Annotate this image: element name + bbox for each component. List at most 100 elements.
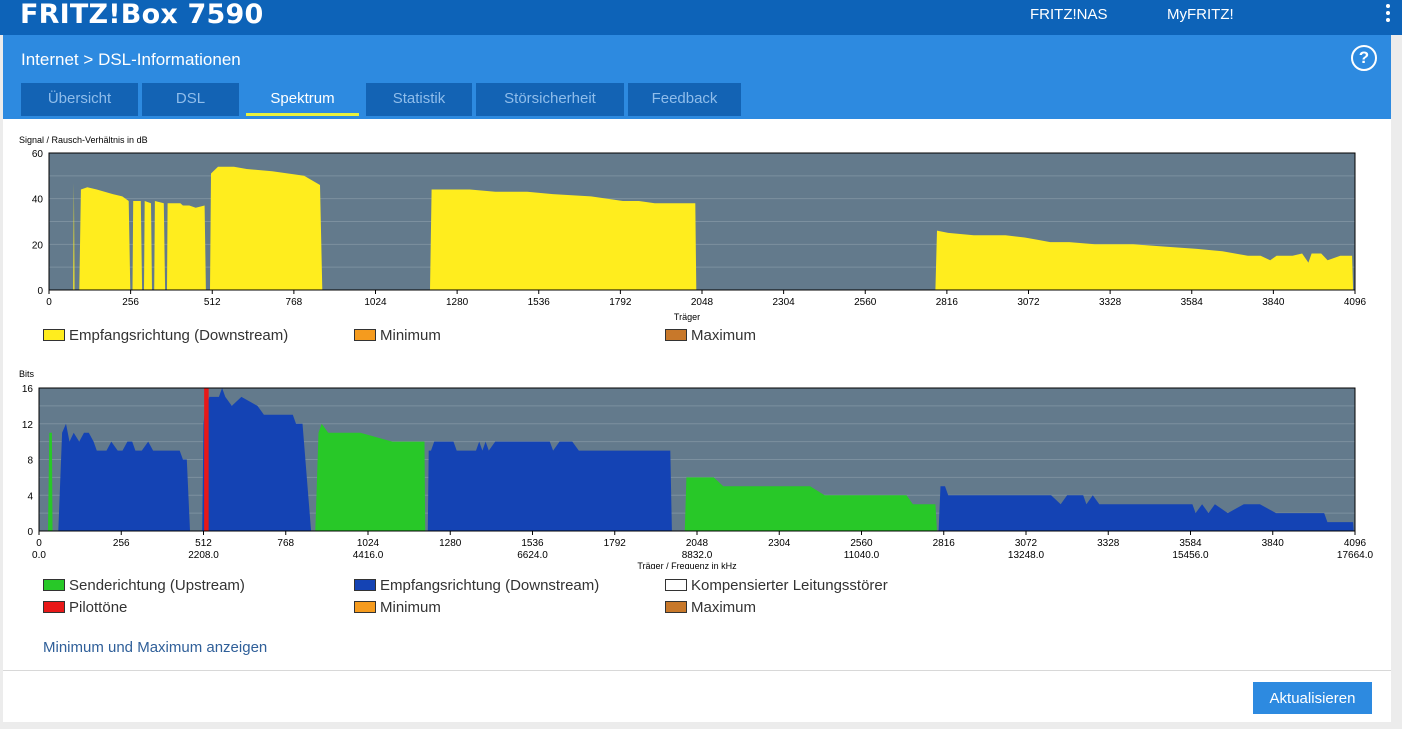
snr-legend-label: Empfangsrichtung (Downstream) bbox=[69, 327, 289, 344]
snr-xtick-label: 512 bbox=[204, 297, 221, 308]
snr-ytick-label: 40 bbox=[32, 195, 44, 206]
bits-legend-label: Kompensierter Leitungsstörer bbox=[691, 577, 888, 594]
snr-xtick-label: 3328 bbox=[1099, 297, 1122, 308]
snr-legend-swatch bbox=[43, 329, 65, 341]
snr-xtick-label: 1024 bbox=[364, 297, 387, 308]
fritznas-link[interactable]: FRITZ!NAS bbox=[1030, 6, 1108, 23]
bits-xtick-label: 3328 bbox=[1097, 538, 1120, 549]
bits-legend-item: Minimum bbox=[354, 599, 441, 617]
bits-series-0-area bbox=[684, 477, 937, 531]
snr-legend-label: Minimum bbox=[380, 327, 441, 344]
bits-pilot-bar bbox=[204, 388, 209, 531]
breadcrumb-page: DSL-Informationen bbox=[98, 50, 241, 69]
snr-series-0-area bbox=[73, 166, 1354, 290]
bits-ytick-label: 12 bbox=[22, 420, 34, 431]
bits-legend-label: Maximum bbox=[691, 599, 757, 616]
refresh-button[interactable]: Aktualisieren bbox=[1253, 682, 1372, 714]
bits-ytick-label: 4 bbox=[27, 491, 33, 502]
show-minmax-link[interactable]: Minimum und Maximum anzeigen bbox=[43, 639, 268, 656]
content-panel: Signal / Rausch-Verhältnis in dB Träger … bbox=[3, 119, 1391, 722]
snr-xtick-label: 2560 bbox=[854, 297, 877, 308]
bits-xtick-label: 0 bbox=[36, 538, 42, 549]
bits-xtick-label: 1536 bbox=[521, 538, 544, 549]
snr-xtick-label: 3072 bbox=[1017, 297, 1040, 308]
snr-xtick-label: 1536 bbox=[528, 297, 551, 308]
snr-xtick-label: 256 bbox=[122, 297, 139, 308]
bits-khz-tick-label: 15456.0 bbox=[1172, 550, 1209, 561]
bits-chart-ylabel: Bits bbox=[19, 369, 35, 379]
bits-khz-tick-label: 2208.0 bbox=[188, 550, 219, 561]
snr-ytick-label: 20 bbox=[32, 240, 44, 251]
bits-khz-tick-label: 11040.0 bbox=[844, 550, 880, 561]
bits-legend-label: Pilottöne bbox=[69, 599, 128, 616]
snr-xtick-label: 1280 bbox=[446, 297, 469, 308]
breadcrumb-section[interactable]: Internet bbox=[21, 50, 79, 69]
breadcrumb-separator: > bbox=[83, 50, 94, 69]
snr-xtick-label: 2816 bbox=[936, 297, 959, 308]
bits-ytick-label: 0 bbox=[27, 527, 33, 538]
snr-xtick-label: 3840 bbox=[1262, 297, 1285, 308]
bits-khz-tick-label: 4416.0 bbox=[353, 550, 384, 561]
bits-legend-swatch bbox=[43, 579, 65, 591]
brand-logo[interactable]: FRITZ!Box 7590 bbox=[20, 0, 264, 30]
snr-chart: Signal / Rausch-Verhältnis in dB Träger … bbox=[19, 135, 1367, 322]
snr-xtick-label: 1792 bbox=[609, 297, 632, 308]
bits-ytick-label: 16 bbox=[22, 384, 34, 395]
help-icon[interactable]: ? bbox=[1351, 45, 1377, 71]
bits-xtick-label: 2048 bbox=[686, 538, 709, 549]
snr-legend-item: Empfangsrichtung (Downstream) bbox=[43, 327, 288, 345]
tab-uebersicht[interactable]: Übersicht bbox=[21, 83, 138, 116]
bits-xtick-label: 3584 bbox=[1179, 538, 1202, 549]
bits-legend-swatch bbox=[354, 579, 376, 591]
snr-xtick-label: 4096 bbox=[1344, 297, 1367, 308]
snr-ytick-label: 0 bbox=[37, 286, 43, 297]
snr-xtick-label: 768 bbox=[286, 297, 303, 308]
bits-legend-swatch bbox=[665, 601, 687, 613]
snr-legend-item: Minimum bbox=[354, 327, 441, 345]
snr-legend-swatch bbox=[354, 329, 376, 341]
header-band: Internet > DSL-Informationen ? Übersicht… bbox=[3, 35, 1391, 119]
myfritz-link[interactable]: MyFRITZ! bbox=[1167, 6, 1234, 23]
bits-khz-tick-label: 0.0 bbox=[32, 550, 46, 561]
snr-xtick-label: 0 bbox=[46, 297, 52, 308]
snr-legend-swatch bbox=[665, 329, 687, 341]
snr-chart-ylabel: Signal / Rausch-Verhältnis in dB bbox=[19, 135, 148, 145]
bits-xtick-label: 1280 bbox=[439, 538, 462, 549]
bits-legend-label: Senderichtung (Upstream) bbox=[69, 577, 245, 594]
bits-legend-swatch bbox=[354, 601, 376, 613]
bits-legend-swatch bbox=[43, 601, 65, 613]
bits-khz-tick-label: 13248.0 bbox=[1008, 550, 1045, 561]
bits-legend-item: Pilottöne bbox=[43, 599, 127, 617]
kebab-menu-icon[interactable] bbox=[1386, 4, 1392, 25]
bits-xtick-label: 1792 bbox=[604, 538, 627, 549]
tab-dsl[interactable]: DSL bbox=[142, 83, 239, 116]
bits-xtick-label: 1024 bbox=[357, 538, 380, 549]
bits-xtick-label: 2560 bbox=[850, 538, 873, 549]
tab-spektrum[interactable]: Spektrum bbox=[246, 83, 359, 116]
bits-series-1-area bbox=[202, 388, 312, 531]
breadcrumb: Internet > DSL-Informationen bbox=[21, 50, 241, 70]
divider bbox=[3, 670, 1391, 671]
bits-xtick-label: 256 bbox=[113, 538, 130, 549]
snr-xtick-label: 2048 bbox=[691, 297, 714, 308]
bits-xtick-label: 512 bbox=[195, 538, 212, 549]
tab-statistik[interactable]: Statistik bbox=[366, 83, 472, 116]
snr-legend-item: Maximum bbox=[665, 327, 756, 345]
bits-series-1-area bbox=[938, 486, 1354, 531]
tab-feedback[interactable]: Feedback bbox=[628, 83, 741, 116]
bits-xtick-label: 3840 bbox=[1262, 538, 1285, 549]
bits-ytick-label: 8 bbox=[27, 456, 33, 467]
bits-khz-tick-label: 17664.0 bbox=[1337, 550, 1374, 561]
bits-series-1-area bbox=[427, 441, 672, 531]
snr-chart-xlabel: Träger bbox=[674, 312, 700, 322]
snr-ytick-label: 60 bbox=[32, 149, 44, 160]
bits-xtick-label: 768 bbox=[277, 538, 294, 549]
bits-series-0-area bbox=[315, 423, 426, 531]
bits-xtick-label: 2304 bbox=[768, 538, 791, 549]
tab-stoersicherheit[interactable]: Störsicherheit bbox=[476, 83, 624, 116]
bits-legend-item: Senderichtung (Upstream) bbox=[43, 577, 245, 595]
top-bar: FRITZ!Box 7590 FRITZ!NAS MyFRITZ! bbox=[0, 0, 1402, 35]
bits-legend-item: Maximum bbox=[665, 599, 756, 617]
bits-legend-label: Minimum bbox=[380, 599, 441, 616]
bits-chart-xlabel: Träger / Frequenz in kHz bbox=[637, 561, 737, 569]
